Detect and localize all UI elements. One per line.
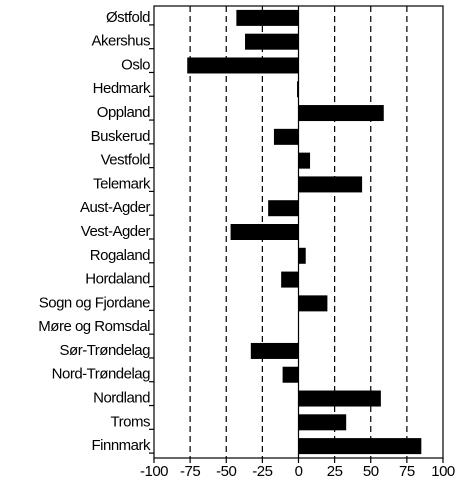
bar <box>298 438 422 455</box>
x-tick-label: -50 <box>216 463 236 480</box>
bar <box>282 366 299 383</box>
bar <box>298 152 311 169</box>
x-tick-label: -75 <box>180 463 200 480</box>
y-tick-label: Sogn og Fjordane <box>39 294 150 311</box>
y-tick-label: Østfold <box>106 9 150 26</box>
y-tick-label: Troms <box>111 413 150 430</box>
bar <box>298 414 347 431</box>
bar <box>245 33 299 50</box>
plot-frame <box>153 5 444 459</box>
bar <box>297 81 299 98</box>
x-tick-label: 25 <box>327 463 343 480</box>
x-tick-label: 50 <box>363 463 379 480</box>
bar <box>236 9 299 26</box>
x-tick-label: -100 <box>140 463 168 480</box>
bar <box>298 295 328 312</box>
y-tick-label: Hordaland <box>85 271 150 288</box>
y-tick-label: Hedmark <box>93 80 151 97</box>
y-tick-label: Buskerud <box>91 128 151 145</box>
bar <box>230 224 299 240</box>
bar <box>281 271 299 288</box>
y-tick-label: Oslo <box>121 56 150 73</box>
bar <box>298 247 306 264</box>
y-tick-label: Nord-Trøndelag <box>52 366 150 383</box>
bar <box>298 105 384 122</box>
bar <box>298 390 381 407</box>
y-tick-label: Oppland <box>97 104 150 121</box>
bar <box>250 342 299 359</box>
bar <box>273 128 299 145</box>
y-tick-label: Vest-Agder <box>81 223 151 240</box>
y-tick-label: Møre og Romsdal <box>38 318 150 335</box>
x-tick-label: 75 <box>399 463 415 480</box>
x-tick-label: 100 <box>431 463 455 480</box>
y-tick-label: Nordland <box>93 389 150 406</box>
y-tick-label: Akershus <box>91 33 150 50</box>
bar <box>187 57 299 74</box>
y-tick-label: Aust-Agder <box>80 199 151 216</box>
bar <box>268 200 299 217</box>
bar <box>298 176 363 193</box>
y-tick-label: Rogaland <box>90 247 150 264</box>
y-tick-label: Sør-Trøndelag <box>60 342 151 359</box>
y-tick-label: Telemark <box>93 175 151 192</box>
y-tick-label: Vestfold <box>101 152 151 169</box>
x-tick-label: -25 <box>252 463 272 480</box>
y-tick-label: Finnmark <box>91 437 151 454</box>
x-tick-label: 0 <box>295 463 303 480</box>
